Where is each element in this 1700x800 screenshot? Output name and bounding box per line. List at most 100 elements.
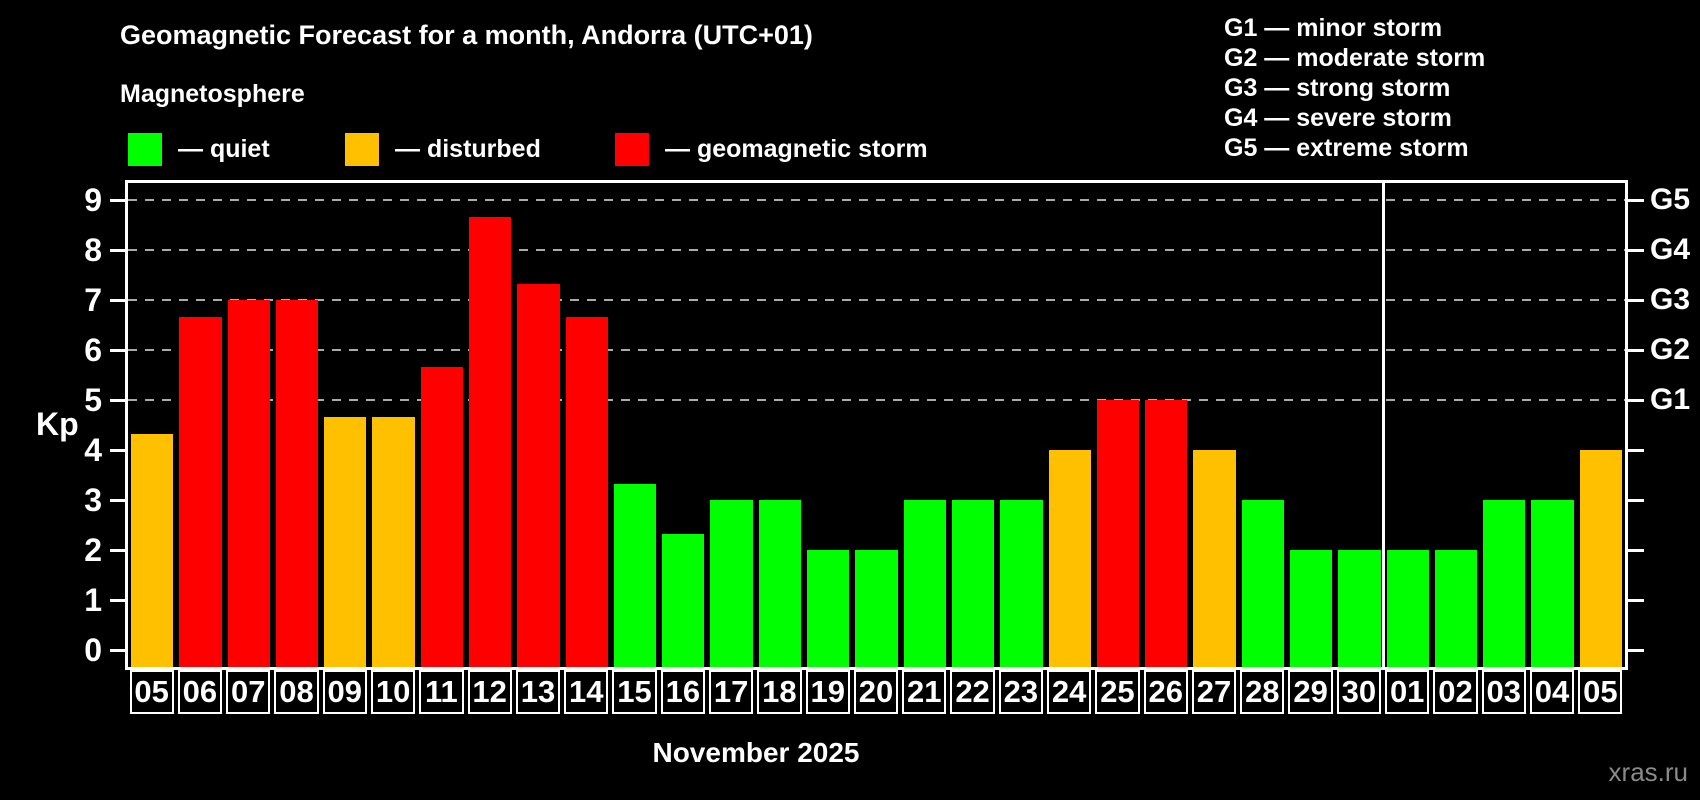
right-tick-kp3 (1628, 498, 1644, 502)
kp-bar-03-quiet (1483, 500, 1526, 667)
x-tick-date-22-nov: 22 (950, 670, 995, 714)
x-tick-date-21-nov: 21 (902, 670, 947, 714)
kp-bar-02-quiet (1434, 550, 1478, 667)
x-tick-date-17-nov: 17 (708, 670, 754, 714)
y-axis-label-6: 6 (84, 332, 102, 368)
left-tick-kp9 (110, 198, 125, 202)
kp-bar-21-quiet (903, 500, 946, 667)
legend-item-disturbed: — disturbed (345, 131, 541, 167)
y-axis-title: Kp (36, 406, 79, 442)
legend-label-quiet: — quiet (178, 134, 270, 163)
gridline-kp8 (128, 249, 1625, 251)
storm-swatch-icon (615, 132, 649, 166)
x-tick-date-24-nov: 24 (1047, 670, 1092, 714)
g-axis-label-g3: G3 (1650, 283, 1691, 316)
g-axis-label-g1: G1 (1650, 383, 1691, 416)
x-tick-date-29-nov: 29 (1288, 670, 1333, 714)
y-axis-label-5: 5 (84, 382, 102, 418)
right-tick-kp2 (1628, 548, 1644, 552)
g5-legend-line: G5 — extreme storm (1224, 134, 1469, 162)
y-axis-label-4: 4 (84, 432, 102, 468)
left-tick-kp7 (110, 298, 125, 302)
kp-bar-05-disturbed (131, 433, 174, 667)
kp-bar-23-quiet (1000, 500, 1043, 667)
kp-bar-24-disturbed (1048, 450, 1091, 667)
right-tick-kp8 (1628, 248, 1644, 252)
x-tick-date-28-nov: 28 (1240, 670, 1285, 714)
right-tick-kp9 (1628, 198, 1644, 202)
left-tick-kp6 (110, 348, 125, 352)
gridline-kp9 (128, 199, 1625, 201)
kp-bar-28-quiet (1241, 500, 1284, 667)
subtitle-magnetosphere: Magnetosphere (120, 80, 305, 108)
x-tick-date-05-nov: 05 (129, 670, 174, 714)
left-tick-kp1 (110, 598, 125, 602)
kp-bar-26-storm (1145, 400, 1188, 667)
watermark-xras: xras.ru (1608, 757, 1688, 787)
gridline-kp5 (128, 399, 1625, 401)
kp-bar-09-disturbed (324, 416, 367, 667)
x-tick-date-14-nov: 14 (564, 670, 609, 714)
kp-bar-12-storm (469, 216, 512, 667)
kp-bar-29-quiet (1289, 550, 1333, 667)
kp-bar-14-storm (565, 316, 608, 667)
legend-item-quiet: — quiet (128, 131, 270, 167)
g-axis-label-g2: G2 (1650, 333, 1691, 366)
kp-bar-27-disturbed (1193, 450, 1236, 667)
legend-item-storm: — geomagnetic storm (615, 131, 928, 167)
g3-legend-line: G3 — strong storm (1224, 74, 1451, 102)
y-axis-label-7: 7 (84, 282, 102, 318)
kp-bar-13-storm (517, 283, 560, 667)
x-tick-date-13-nov: 13 (515, 670, 561, 714)
legend-label-storm: — geomagnetic storm (665, 134, 928, 163)
left-tick-kp0 (110, 648, 125, 652)
x-axis-month-label: November 2025 (652, 737, 860, 768)
kp-bar-22-quiet (951, 500, 995, 667)
kp-bar-30-quiet (1338, 550, 1381, 667)
right-tick-kp0 (1628, 648, 1644, 652)
kp-bar-20-quiet (855, 550, 898, 667)
x-tick-date-10-nov: 10 (370, 670, 416, 714)
quiet-swatch-icon (128, 132, 162, 166)
x-tick-date-04-dec: 04 (1529, 670, 1575, 714)
x-tick-date-15-nov: 15 (612, 670, 657, 714)
g4-legend-line: G4 — severe storm (1224, 104, 1452, 132)
x-tick-date-02-dec: 02 (1433, 670, 1478, 714)
left-tick-kp8 (110, 248, 125, 252)
left-tick-kp2 (110, 548, 125, 552)
gridline-kp6 (128, 349, 1625, 351)
x-tick-date-16-nov: 16 (660, 670, 705, 714)
left-tick-kp5 (110, 398, 125, 402)
x-tick-date-12-nov: 12 (467, 670, 512, 714)
kp-bar-15-quiet (613, 483, 657, 667)
gridline-kp7 (128, 299, 1625, 301)
kp-bar-05-disturbed (1579, 450, 1622, 667)
g-scale-legend: G1 — minor storm G2 — moderate storm G3 … (1224, 13, 1485, 163)
right-tick-kp1 (1628, 598, 1644, 602)
x-tick-date-09-nov: 09 (322, 670, 367, 714)
bars-container (128, 183, 1625, 667)
month-boundary-line (1382, 183, 1386, 667)
kp-bar-16-quiet (662, 533, 705, 667)
x-tick-date-19-nov: 19 (805, 670, 850, 714)
right-tick-kp6 (1628, 348, 1644, 352)
g2-legend-line: G2 — moderate storm (1224, 44, 1486, 72)
x-tick-date-05-dec: 05 (1578, 670, 1623, 714)
x-tick-date-20-nov: 20 (853, 670, 899, 714)
kp-bar-08-storm (275, 300, 319, 667)
left-tick-kp3 (110, 498, 125, 502)
x-tick-date-06-nov: 06 (177, 670, 223, 714)
legend-label-disturbed: — disturbed (395, 134, 541, 163)
disturbed-swatch-icon (345, 132, 379, 166)
right-tick-kp7 (1628, 298, 1644, 302)
g-axis-label-g5: G5 (1650, 183, 1691, 216)
x-tick-date-07-nov: 07 (226, 670, 271, 714)
kp-bar-01-quiet (1386, 550, 1429, 667)
g1-legend-line: G1 — minor storm (1224, 14, 1443, 42)
kp-bar-06-storm (179, 316, 222, 667)
x-tick-date-18-nov: 18 (757, 670, 802, 714)
kp-bar-04-quiet (1531, 500, 1574, 667)
kp-bar-18-quiet (758, 500, 802, 667)
kp-bar-25-storm (1096, 400, 1140, 667)
